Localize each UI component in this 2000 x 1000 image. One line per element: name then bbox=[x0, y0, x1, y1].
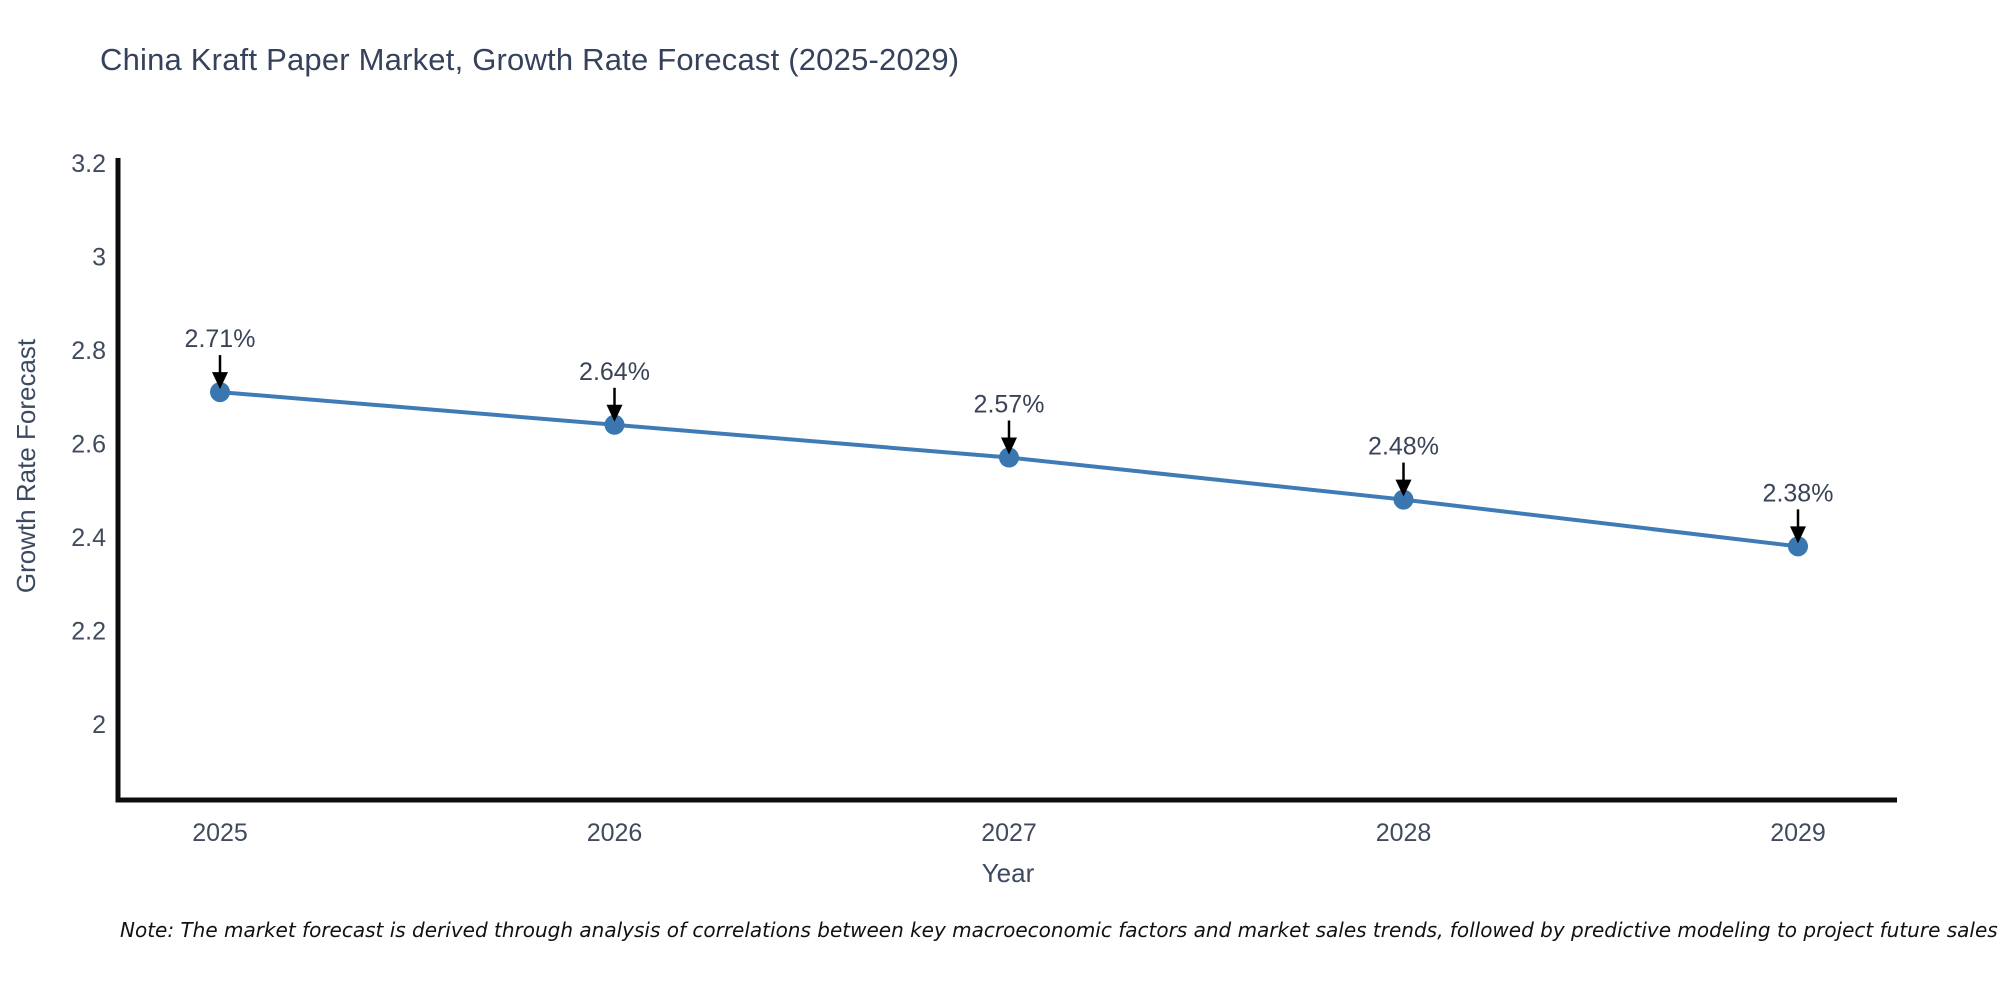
y-tick-label: 3.2 bbox=[71, 150, 106, 178]
data-point-marker bbox=[210, 382, 230, 403]
x-tick-label: 2025 bbox=[192, 819, 248, 847]
point-value-label: 2.38% bbox=[1763, 479, 1834, 507]
y-tick-label: 2.4 bbox=[71, 524, 106, 552]
annotation-arrow-head bbox=[212, 372, 228, 390]
point-value-label: 2.71% bbox=[185, 325, 256, 353]
footnote: Note: The market forecast is derived thr… bbox=[120, 918, 1998, 942]
data-point-marker bbox=[604, 414, 625, 435]
data-point-marker bbox=[1393, 489, 1414, 510]
data-point-marker bbox=[1788, 536, 1808, 557]
point-value-label: 2.57% bbox=[974, 391, 1045, 419]
y-tick-label: 2.8 bbox=[71, 337, 106, 365]
x-tick-label: 2026 bbox=[587, 819, 643, 847]
x-axis-title: Year bbox=[981, 858, 1035, 888]
x-tick-label: 2029 bbox=[1770, 819, 1826, 847]
chart-title: China Kraft Paper Market, Growth Rate Fo… bbox=[100, 42, 960, 77]
point-value-label: 2.48% bbox=[1368, 433, 1439, 461]
point-value-label: 2.64% bbox=[579, 358, 650, 386]
y-tick-label: 3 bbox=[92, 244, 106, 272]
x-tick-label: 2027 bbox=[981, 819, 1037, 847]
annotation-arrow-head bbox=[1790, 526, 1806, 544]
annotation-arrow-head bbox=[1001, 437, 1017, 455]
data-point-marker bbox=[999, 447, 1019, 468]
annotation-arrow-head bbox=[606, 404, 623, 422]
y-tick-label: 2.2 bbox=[71, 618, 106, 646]
y-tick-label: 2 bbox=[92, 711, 106, 739]
annotation-arrow-head bbox=[1395, 479, 1412, 497]
x-tick-label: 2028 bbox=[1376, 819, 1432, 847]
y-tick-label: 2.6 bbox=[71, 431, 106, 459]
